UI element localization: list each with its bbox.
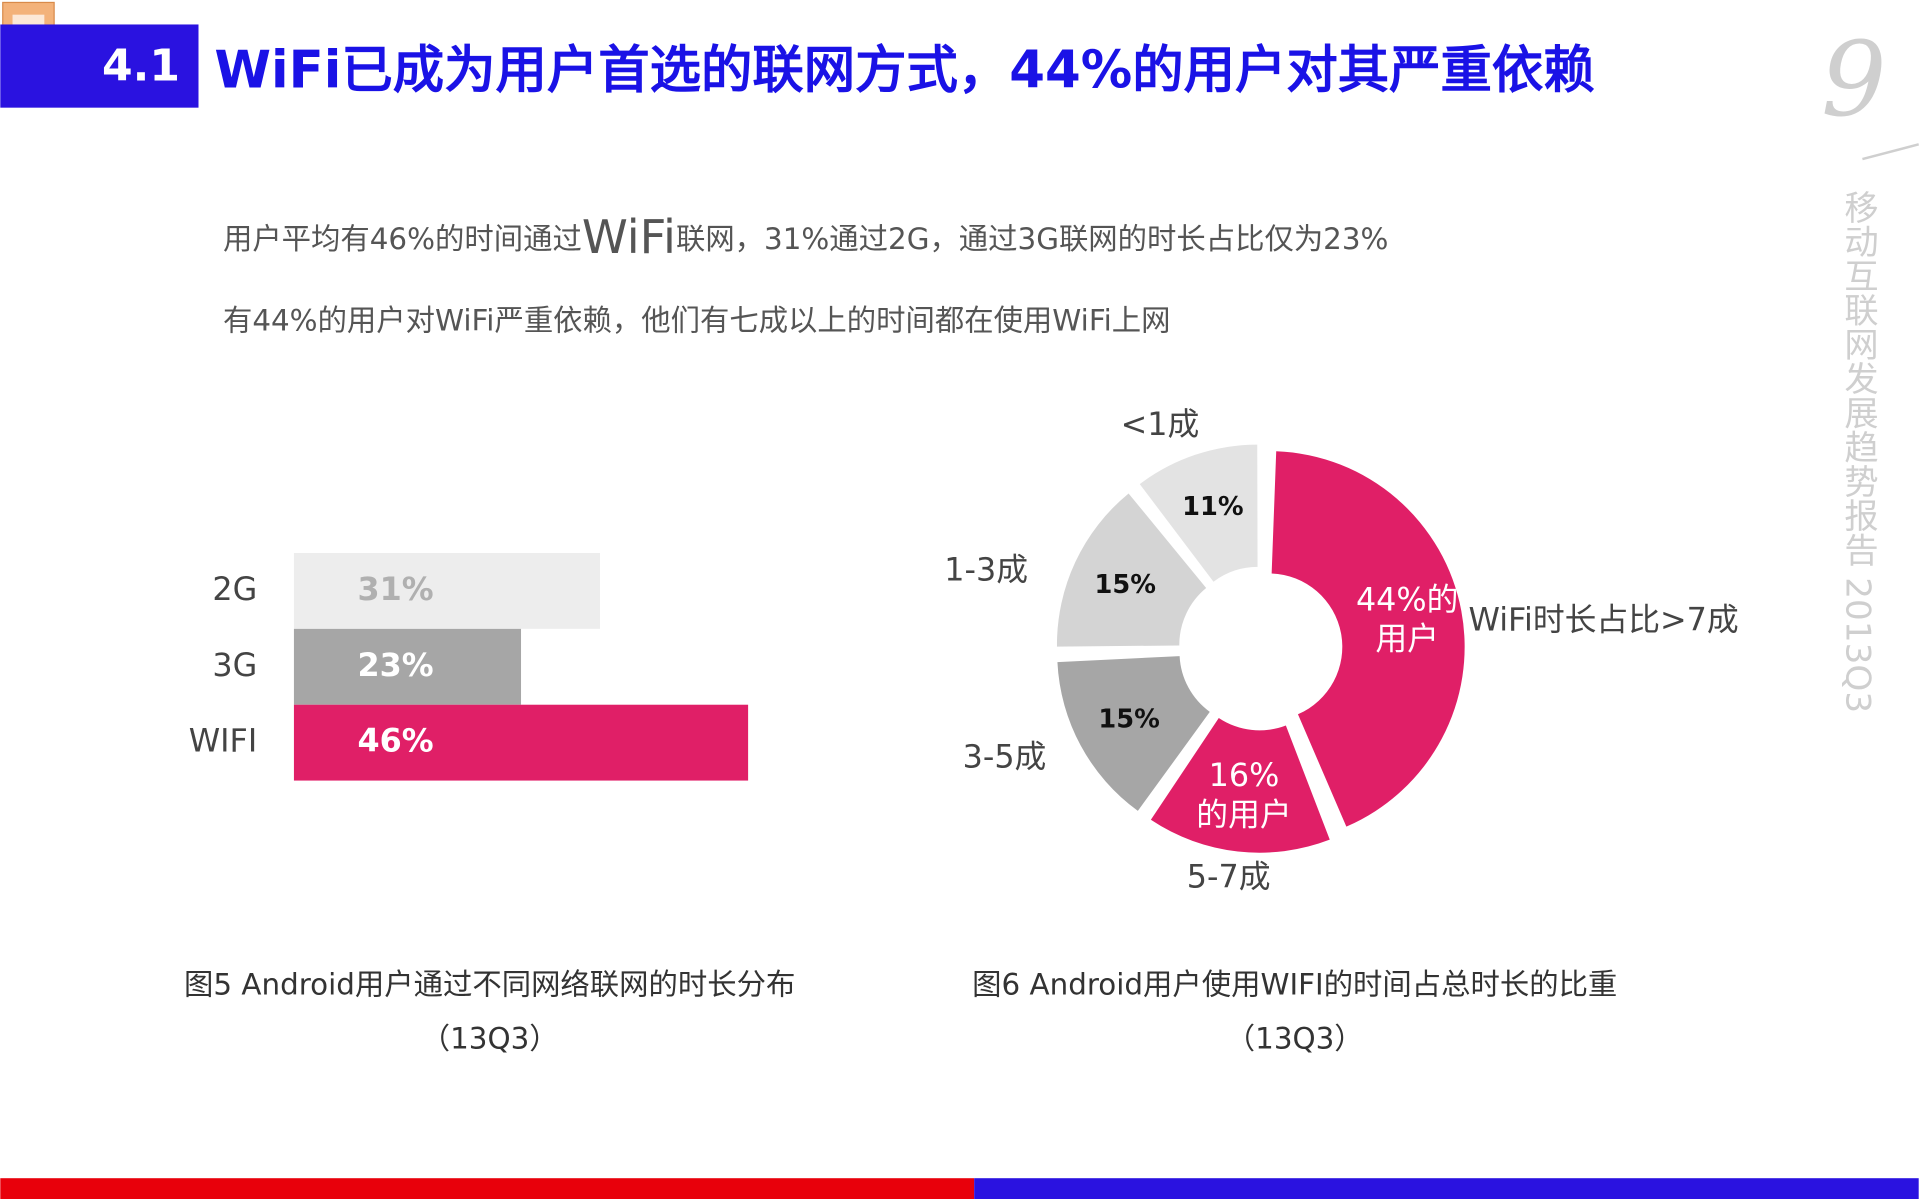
section-number: 4.1: [102, 41, 180, 92]
bar: [293, 628, 522, 705]
value-label-line: 16%: [1209, 756, 1280, 794]
paragraph-part: 用户平均有46%的时间通过: [223, 221, 582, 255]
bar: [293, 553, 601, 629]
value-label-line: 11%: [1182, 491, 1244, 521]
footer-bar-red: [0, 1178, 975, 1199]
footer-bar-blue: [974, 1178, 1919, 1199]
section-box: [0, 24, 199, 108]
chart-caption: 图5 Android用户通过不同网络联网的时长分布: [184, 968, 795, 1002]
chart-caption: 图6 Android用户使用WIFI的时间占总时长的比重: [972, 968, 1617, 1002]
value-label-line: 的用户: [1196, 795, 1291, 833]
chart-caption-sub: （13Q3）: [421, 1021, 559, 1055]
category-label: 5-7成: [1187, 857, 1271, 895]
value-label: 11%: [1182, 491, 1244, 521]
category-label: 1-3成: [944, 550, 1028, 588]
value-label-line: 用户: [1375, 620, 1439, 658]
donut-slice: [1057, 656, 1210, 811]
paragraph-emphasis: WiFi: [582, 209, 676, 263]
side-text: 移动互联网发展趋势报告 2013Q3: [1838, 190, 1878, 714]
value-label: 15%: [1095, 570, 1157, 600]
page-rule: [1862, 143, 1919, 161]
paragraph-part: 联网，31%通过2G，通过3G联网的时长占比仅为23%: [676, 221, 1388, 255]
page-number: 9: [1821, 21, 1886, 140]
paragraph: 用户平均有46%的时间通过WiFi联网，31%通过2G，通过3G联网的时长占比仅…: [223, 209, 1388, 263]
value-label-line: 44%的: [1356, 580, 1458, 618]
category-label: WiFi时长占比>7成: [1468, 601, 1738, 639]
category-label: WIFI: [189, 722, 258, 760]
value-label-line: 15%: [1098, 704, 1160, 734]
value-label-line: 15%: [1095, 570, 1157, 600]
category-label: 2G: [212, 570, 257, 608]
value-label: 44%的用户: [1356, 580, 1458, 657]
donut-slice: [1150, 718, 1330, 853]
category-label: 3G: [212, 646, 257, 684]
donut-slice: [1139, 444, 1258, 582]
category-label: <1成: [1121, 405, 1200, 443]
value-label: 16%的用户: [1196, 756, 1291, 833]
value-label: 31%: [358, 570, 434, 608]
value-label: 23%: [358, 646, 434, 684]
bar: [293, 704, 749, 781]
value-label: 46%: [358, 722, 434, 760]
category-label: 3-5成: [963, 738, 1047, 776]
paragraph: 有44%的用户对WiFi严重依赖，他们有七成以上的时间都在使用WiFi上网: [223, 303, 1171, 337]
value-label: 15%: [1098, 704, 1160, 734]
chart-caption-sub: （13Q3）: [1226, 1021, 1364, 1055]
donut-slice: [1056, 493, 1207, 647]
slide-title: WiFi已成为用户首选的联网方式，44%的用户对其严重依赖: [214, 40, 1594, 100]
donut-slice: [1271, 451, 1465, 827]
